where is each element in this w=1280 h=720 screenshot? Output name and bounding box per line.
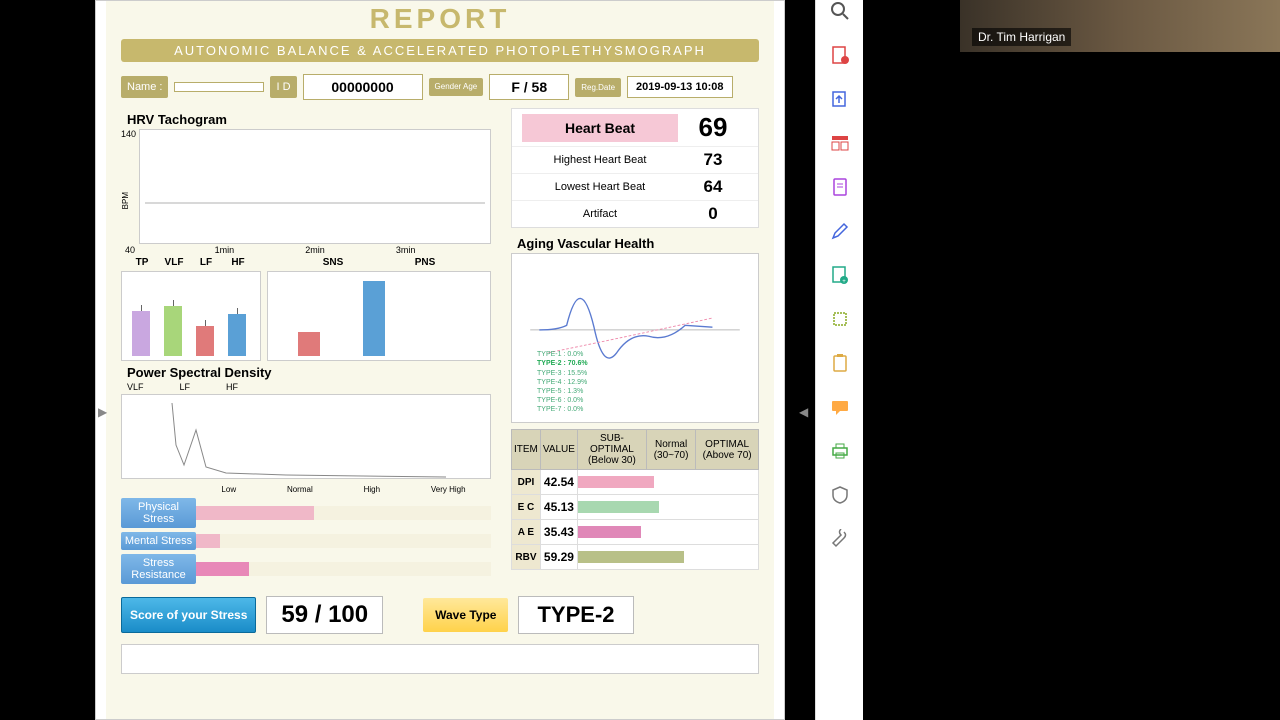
video-thumbnail[interactable]: Dr. Tim Harrigan bbox=[960, 0, 1280, 52]
freq-bar bbox=[164, 306, 182, 356]
sns-pns-chart bbox=[267, 271, 491, 361]
tacho-ymax: 140 bbox=[121, 129, 136, 139]
hb-row: Highest Heart Beat73 bbox=[512, 147, 758, 174]
hb-row: Heart Beat69 bbox=[512, 109, 758, 147]
stress-row: Stress Resistance bbox=[121, 554, 491, 584]
search-icon[interactable] bbox=[829, 0, 851, 22]
id-label: I D bbox=[270, 76, 296, 98]
gender-label: Gender Age bbox=[429, 78, 484, 96]
left-column: HRV Tachogram 140 40 BPM 1min 2min 3min bbox=[121, 108, 491, 584]
tools-icon[interactable] bbox=[829, 528, 851, 550]
freq-bars-panel: TP VLF LF HF bbox=[121, 257, 261, 361]
pdf-icon[interactable] bbox=[829, 44, 851, 66]
name-label: Name : bbox=[121, 76, 168, 98]
wave-value: TYPE-2 bbox=[518, 596, 633, 634]
aging-chart: TYPE-1 : 0.0%TYPE-2 : 70.6%TYPE-3 : 15.5… bbox=[511, 253, 759, 423]
hb-row: Lowest Heart Beat64 bbox=[512, 174, 758, 201]
paste-icon[interactable] bbox=[829, 352, 851, 374]
hb-label: Artifact bbox=[522, 208, 678, 220]
vascular-bar bbox=[578, 551, 684, 563]
id-value: 00000000 bbox=[303, 74, 423, 100]
right-toolbar: + bbox=[815, 0, 863, 720]
psd-chart bbox=[121, 394, 491, 479]
aging-title: Aging Vascular Health bbox=[517, 236, 759, 251]
sns-pns-bar bbox=[363, 281, 385, 356]
score-value: 59 / 100 bbox=[266, 596, 383, 634]
vascular-bar bbox=[578, 501, 659, 513]
freq-bars-chart bbox=[121, 271, 261, 361]
report-inner: REPORT AUTONOMIC BALANCE & ACCELERATED P… bbox=[106, 1, 774, 719]
collapse-right-icon[interactable]: ◀ bbox=[799, 405, 808, 419]
freq-bar bbox=[228, 314, 246, 356]
export-icon[interactable] bbox=[829, 88, 851, 110]
psd-line bbox=[122, 395, 490, 480]
print-icon[interactable] bbox=[829, 440, 851, 462]
stress-label: Mental Stress bbox=[121, 532, 196, 550]
hb-row: Artifact0 bbox=[512, 201, 758, 227]
stress-label: Physical Stress bbox=[121, 498, 196, 528]
vascular-row: RBV59.29 bbox=[512, 545, 759, 570]
svg-text:+: + bbox=[842, 279, 846, 285]
crop-icon[interactable] bbox=[829, 308, 851, 330]
collapse-left-icon[interactable]: ▶ bbox=[98, 405, 107, 419]
heartbeat-table: Heart Beat69Highest Heart Beat73Lowest H… bbox=[511, 108, 759, 228]
stress-bar bbox=[196, 506, 314, 520]
presenter-name: Dr. Tim Harrigan bbox=[972, 28, 1071, 46]
stress-section: Low Normal High Very High Physical Stres… bbox=[121, 485, 491, 584]
tacho-ymin: 40 bbox=[125, 245, 135, 255]
tacho-unit: BPM bbox=[121, 192, 130, 209]
stress-scale: Low Normal High Very High bbox=[121, 485, 491, 494]
report-subtitle: AUTONOMIC BALANCE & ACCELERATED PHOTOPLE… bbox=[121, 39, 759, 62]
score-label: Score of your Stress bbox=[121, 597, 256, 633]
hb-value: 0 bbox=[678, 204, 748, 224]
tacho-xaxis: 1min 2min 3min bbox=[139, 245, 491, 255]
vascular-bar bbox=[578, 476, 654, 488]
edit-icon[interactable] bbox=[829, 220, 851, 242]
stress-row: Physical Stress bbox=[121, 498, 491, 528]
stress-bar bbox=[196, 562, 249, 576]
tachogram-chart bbox=[139, 129, 491, 244]
shield-icon[interactable] bbox=[829, 484, 851, 506]
hb-label: Heart Beat bbox=[522, 114, 678, 142]
freq-bar bbox=[196, 326, 214, 356]
hb-value: 64 bbox=[678, 177, 748, 197]
report-page: REPORT AUTONOMIC BALANCE & ACCELERATED P… bbox=[95, 0, 785, 720]
hb-value: 69 bbox=[678, 112, 748, 143]
report-title: REPORT bbox=[121, 1, 759, 35]
vascular-row: E C45.13 bbox=[512, 495, 759, 520]
sns-pns-bar bbox=[298, 332, 320, 356]
psd-labels: VLF LF HF bbox=[121, 382, 491, 392]
comment-icon[interactable] bbox=[829, 396, 851, 418]
regdate-value: 2019-09-13 10:08 bbox=[627, 76, 732, 98]
freq-bar bbox=[132, 311, 150, 356]
gender-value: F / 58 bbox=[489, 74, 569, 100]
hb-value: 73 bbox=[678, 150, 748, 170]
layout-icon[interactable] bbox=[829, 132, 851, 154]
add-page-icon[interactable]: + bbox=[829, 264, 851, 286]
patient-info-row: Name : I D 00000000 Gender Age F / 58 Re… bbox=[121, 74, 759, 100]
hb-label: Lowest Heart Beat bbox=[522, 181, 678, 193]
sns-pns-panel: SNS PNS bbox=[267, 257, 491, 361]
regdate-label: Reg.Date bbox=[575, 78, 621, 97]
vascular-row: A E35.43 bbox=[512, 520, 759, 545]
footer-box bbox=[121, 644, 759, 674]
aging-type-list: TYPE-1 : 0.0%TYPE-2 : 70.6%TYPE-3 : 15.5… bbox=[537, 350, 588, 414]
stress-label: Stress Resistance bbox=[121, 554, 196, 584]
vascular-bar bbox=[578, 526, 641, 538]
wave-label: Wave Type bbox=[423, 598, 508, 632]
psd-title: Power Spectral Density bbox=[127, 365, 491, 380]
name-value bbox=[174, 82, 264, 92]
stress-row: Mental Stress bbox=[121, 532, 491, 550]
file-icon[interactable] bbox=[829, 176, 851, 198]
tacho-trace bbox=[145, 202, 485, 204]
hb-label: Highest Heart Beat bbox=[522, 154, 678, 166]
vascular-row: DPI42.54 bbox=[512, 470, 759, 495]
tachogram-title: HRV Tachogram bbox=[127, 112, 491, 127]
vascular-table: ITEMVALUESUB-OPTIMAL (Below 30)Normal (3… bbox=[511, 429, 759, 570]
bottom-row: Score of your Stress 59 / 100 Wave Type … bbox=[121, 596, 759, 634]
stress-bar bbox=[196, 534, 220, 548]
right-column: Heart Beat69Highest Heart Beat73Lowest H… bbox=[511, 108, 759, 584]
